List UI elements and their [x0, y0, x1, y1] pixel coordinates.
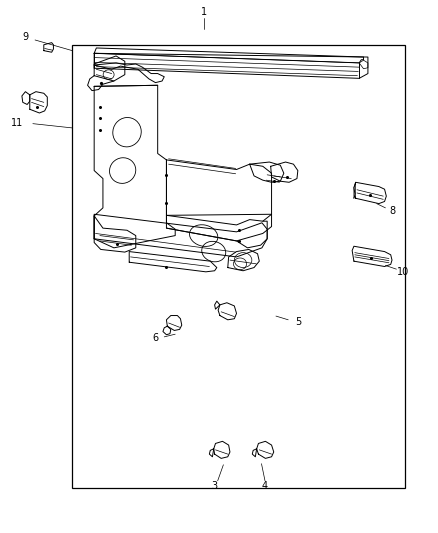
Text: 8: 8 — [389, 206, 395, 215]
Text: 6: 6 — [152, 334, 159, 343]
Bar — [72, 45, 405, 488]
Text: 4: 4 — [262, 481, 268, 491]
Text: 3: 3 — [212, 481, 218, 491]
Text: 9: 9 — [22, 33, 28, 42]
Text: 1: 1 — [201, 7, 207, 17]
Text: 5: 5 — [295, 318, 301, 327]
Text: 11: 11 — [11, 118, 23, 127]
Text: 10: 10 — [397, 267, 409, 277]
